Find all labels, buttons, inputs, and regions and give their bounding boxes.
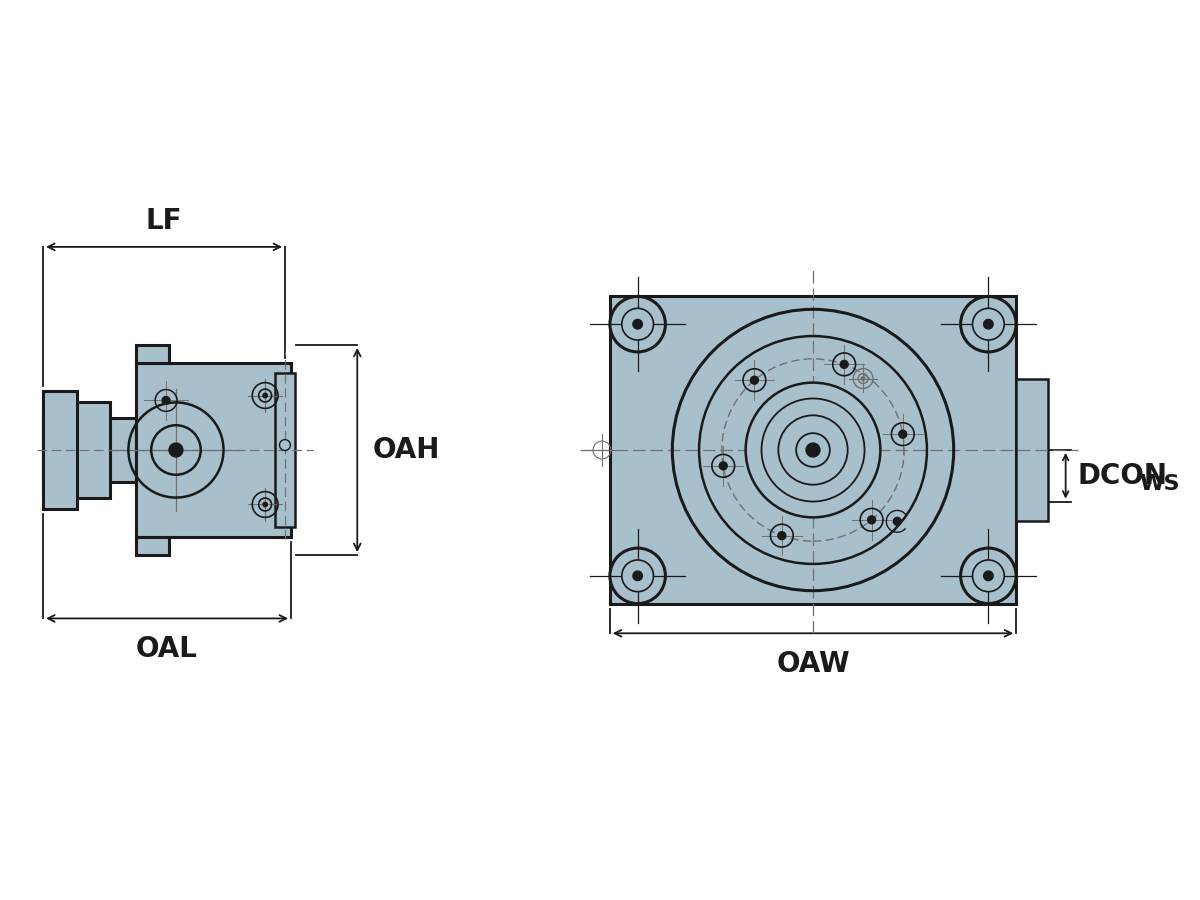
Circle shape — [622, 309, 654, 340]
Bar — [610, 296, 1016, 604]
Circle shape — [778, 532, 786, 540]
Text: WS: WS — [1139, 473, 1180, 494]
Circle shape — [961, 548, 1016, 604]
Circle shape — [750, 376, 758, 384]
Bar — [43, 391, 77, 509]
Text: LF: LF — [146, 207, 182, 235]
Bar — [43, 402, 109, 498]
Bar — [137, 363, 290, 537]
Circle shape — [622, 560, 654, 591]
Bar — [137, 345, 169, 363]
Circle shape — [899, 430, 907, 438]
Circle shape — [893, 518, 901, 526]
Circle shape — [280, 439, 290, 451]
Circle shape — [719, 462, 727, 470]
Text: DCON: DCON — [1078, 462, 1168, 490]
Circle shape — [961, 296, 1016, 352]
Circle shape — [632, 572, 642, 580]
Circle shape — [632, 320, 642, 328]
Bar — [275, 373, 295, 527]
Circle shape — [840, 360, 848, 368]
Circle shape — [745, 382, 881, 518]
Circle shape — [263, 502, 268, 507]
Circle shape — [984, 320, 994, 328]
Circle shape — [610, 296, 665, 352]
Circle shape — [868, 516, 876, 524]
Bar — [1016, 379, 1048, 521]
Text: OAL: OAL — [136, 635, 198, 663]
Circle shape — [263, 393, 268, 398]
Circle shape — [862, 377, 865, 381]
Circle shape — [610, 548, 665, 604]
Circle shape — [169, 443, 182, 457]
Circle shape — [162, 397, 170, 404]
Text: OAH: OAH — [372, 436, 439, 464]
Circle shape — [972, 560, 1004, 591]
Circle shape — [806, 443, 820, 457]
Circle shape — [762, 399, 864, 501]
Bar — [137, 537, 169, 555]
Circle shape — [972, 309, 1004, 340]
Bar — [43, 418, 137, 482]
Text: OAW: OAW — [776, 650, 850, 678]
Circle shape — [984, 572, 994, 580]
